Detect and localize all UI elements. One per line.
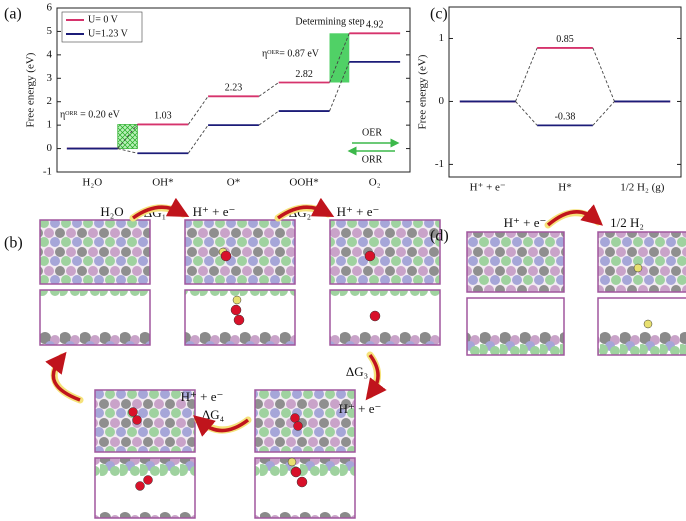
adsorbate-atom <box>143 475 153 485</box>
value-label: 2.23 <box>225 83 243 94</box>
adsorbate-atom <box>296 476 308 488</box>
connector <box>592 101 615 126</box>
reaction-label: ΔG₃ <box>346 364 368 379</box>
adsorbate-atom <box>287 457 297 467</box>
plot-frame <box>448 6 682 178</box>
connector <box>117 124 138 149</box>
adsorbate-atom <box>643 319 653 329</box>
connector <box>515 47 538 102</box>
connector <box>187 124 209 154</box>
reaction-label: H⁺ + e⁻ <box>193 204 236 219</box>
connector <box>592 47 615 102</box>
adsorbate-atom <box>220 250 232 262</box>
legend-label: U= 0 V <box>88 14 119 25</box>
y-tick-label: 3 <box>47 72 53 84</box>
legend-label: U=1.23 V <box>88 28 129 39</box>
connector <box>258 82 279 97</box>
adsorbate-atom <box>232 295 242 305</box>
structure-side-view <box>597 297 686 356</box>
y-tick-label: 0 <box>439 95 445 107</box>
connector <box>187 96 209 125</box>
connector <box>515 101 538 126</box>
reaction-label: H⁺ + e⁻ <box>339 401 382 416</box>
x-tick-label: 1/2 H₂ (g) <box>620 182 664 194</box>
y-axis-label: Free energy (eV) <box>417 54 429 129</box>
adsorbate-atom <box>233 314 245 326</box>
x-tick-label: O* <box>227 177 240 189</box>
adsorbate-atom <box>132 415 142 425</box>
connector <box>117 148 138 154</box>
connector <box>329 61 350 112</box>
structure-side-view <box>94 457 196 519</box>
y-tick-label: 5 <box>47 25 53 37</box>
structure-side-view <box>466 297 565 356</box>
annotation: OER <box>362 127 382 138</box>
reaction-arrows <box>45 197 604 437</box>
value-label: 0.85 <box>556 34 574 45</box>
y-tick-label: 4 <box>47 48 53 60</box>
reaction-label: H⁺ + e⁻ <box>337 204 380 219</box>
value-label: 2.82 <box>295 69 313 80</box>
value-label: -0.38 <box>555 112 576 123</box>
y-tick-label: 0 <box>47 142 53 154</box>
y-tick-label: 2 <box>47 95 53 107</box>
connector <box>329 33 350 83</box>
structure-top-view <box>466 231 565 293</box>
adsorbate-atom <box>290 413 300 423</box>
structure-top-view <box>39 219 151 285</box>
annotation: Determining step <box>295 16 364 27</box>
panel-label: (a) <box>4 6 22 23</box>
panel-label: (b) <box>4 235 23 252</box>
reaction-label: 1/2 H₂ <box>610 215 644 230</box>
value-label: 1.03 <box>154 111 172 122</box>
structure-side-view <box>254 457 356 519</box>
adsorbate-atom <box>364 250 376 262</box>
x-tick-label: H* <box>558 182 571 194</box>
x-tick-label: H₂O <box>82 177 102 189</box>
x-tick-label: OOH* <box>289 177 318 189</box>
adsorbate-atom <box>633 263 643 273</box>
annotation: ηᴼᴱᴿ= 0.87 eV <box>262 48 320 59</box>
plot-frame <box>56 7 411 173</box>
y-axis-label: Free energy (eV) <box>25 52 37 127</box>
structure-top-view <box>94 389 196 453</box>
y-tick-label: 1 <box>47 119 53 131</box>
reaction-label: H₂O <box>100 204 123 219</box>
y-tick-label: -1 <box>43 166 52 178</box>
reaction-label: H⁺ + e⁻ <box>504 215 547 230</box>
x-tick-label: H⁺ + e⁻ <box>470 182 506 194</box>
reaction-label: H⁺ + e⁻ <box>181 389 224 404</box>
panel-label: (d) <box>430 228 449 245</box>
structure-top-view <box>597 231 686 293</box>
x-tick-label: O₂ <box>369 177 381 189</box>
structure-top-view <box>184 219 296 285</box>
y-tick-label: 1 <box>439 32 445 44</box>
adsorbate-atom <box>290 466 302 478</box>
annotation: ORR <box>362 154 383 165</box>
panel-label: (c) <box>430 6 448 23</box>
adsorbate-atom <box>230 304 242 316</box>
x-tick-label: OH* <box>152 177 173 189</box>
content: (a)(b)(c)(d)H₂O ΔG₁ H⁺ + e⁻ ΔG₂ H⁺ + e⁻ΔG₃H⁺… <box>4 2 686 519</box>
adsorbate-atom <box>369 310 381 322</box>
structure-side-view <box>329 289 441 346</box>
structure-side-view <box>39 289 151 346</box>
legend-box <box>61 11 143 43</box>
annotation: ηᴼᴿᴿ = 0.20 eV <box>60 109 121 120</box>
structure-top-view <box>254 389 356 453</box>
structure-top-view <box>329 219 441 285</box>
value-label: 4.92 <box>366 20 384 31</box>
y-tick-label: 6 <box>47 2 53 14</box>
adsorbate-atom <box>128 407 138 417</box>
adsorbate-atom <box>293 421 303 431</box>
connector <box>258 110 279 126</box>
reaction-label: ΔG₄ <box>202 407 225 422</box>
adsorbate-atom <box>135 481 145 491</box>
y-tick-label: -1 <box>435 158 444 170</box>
